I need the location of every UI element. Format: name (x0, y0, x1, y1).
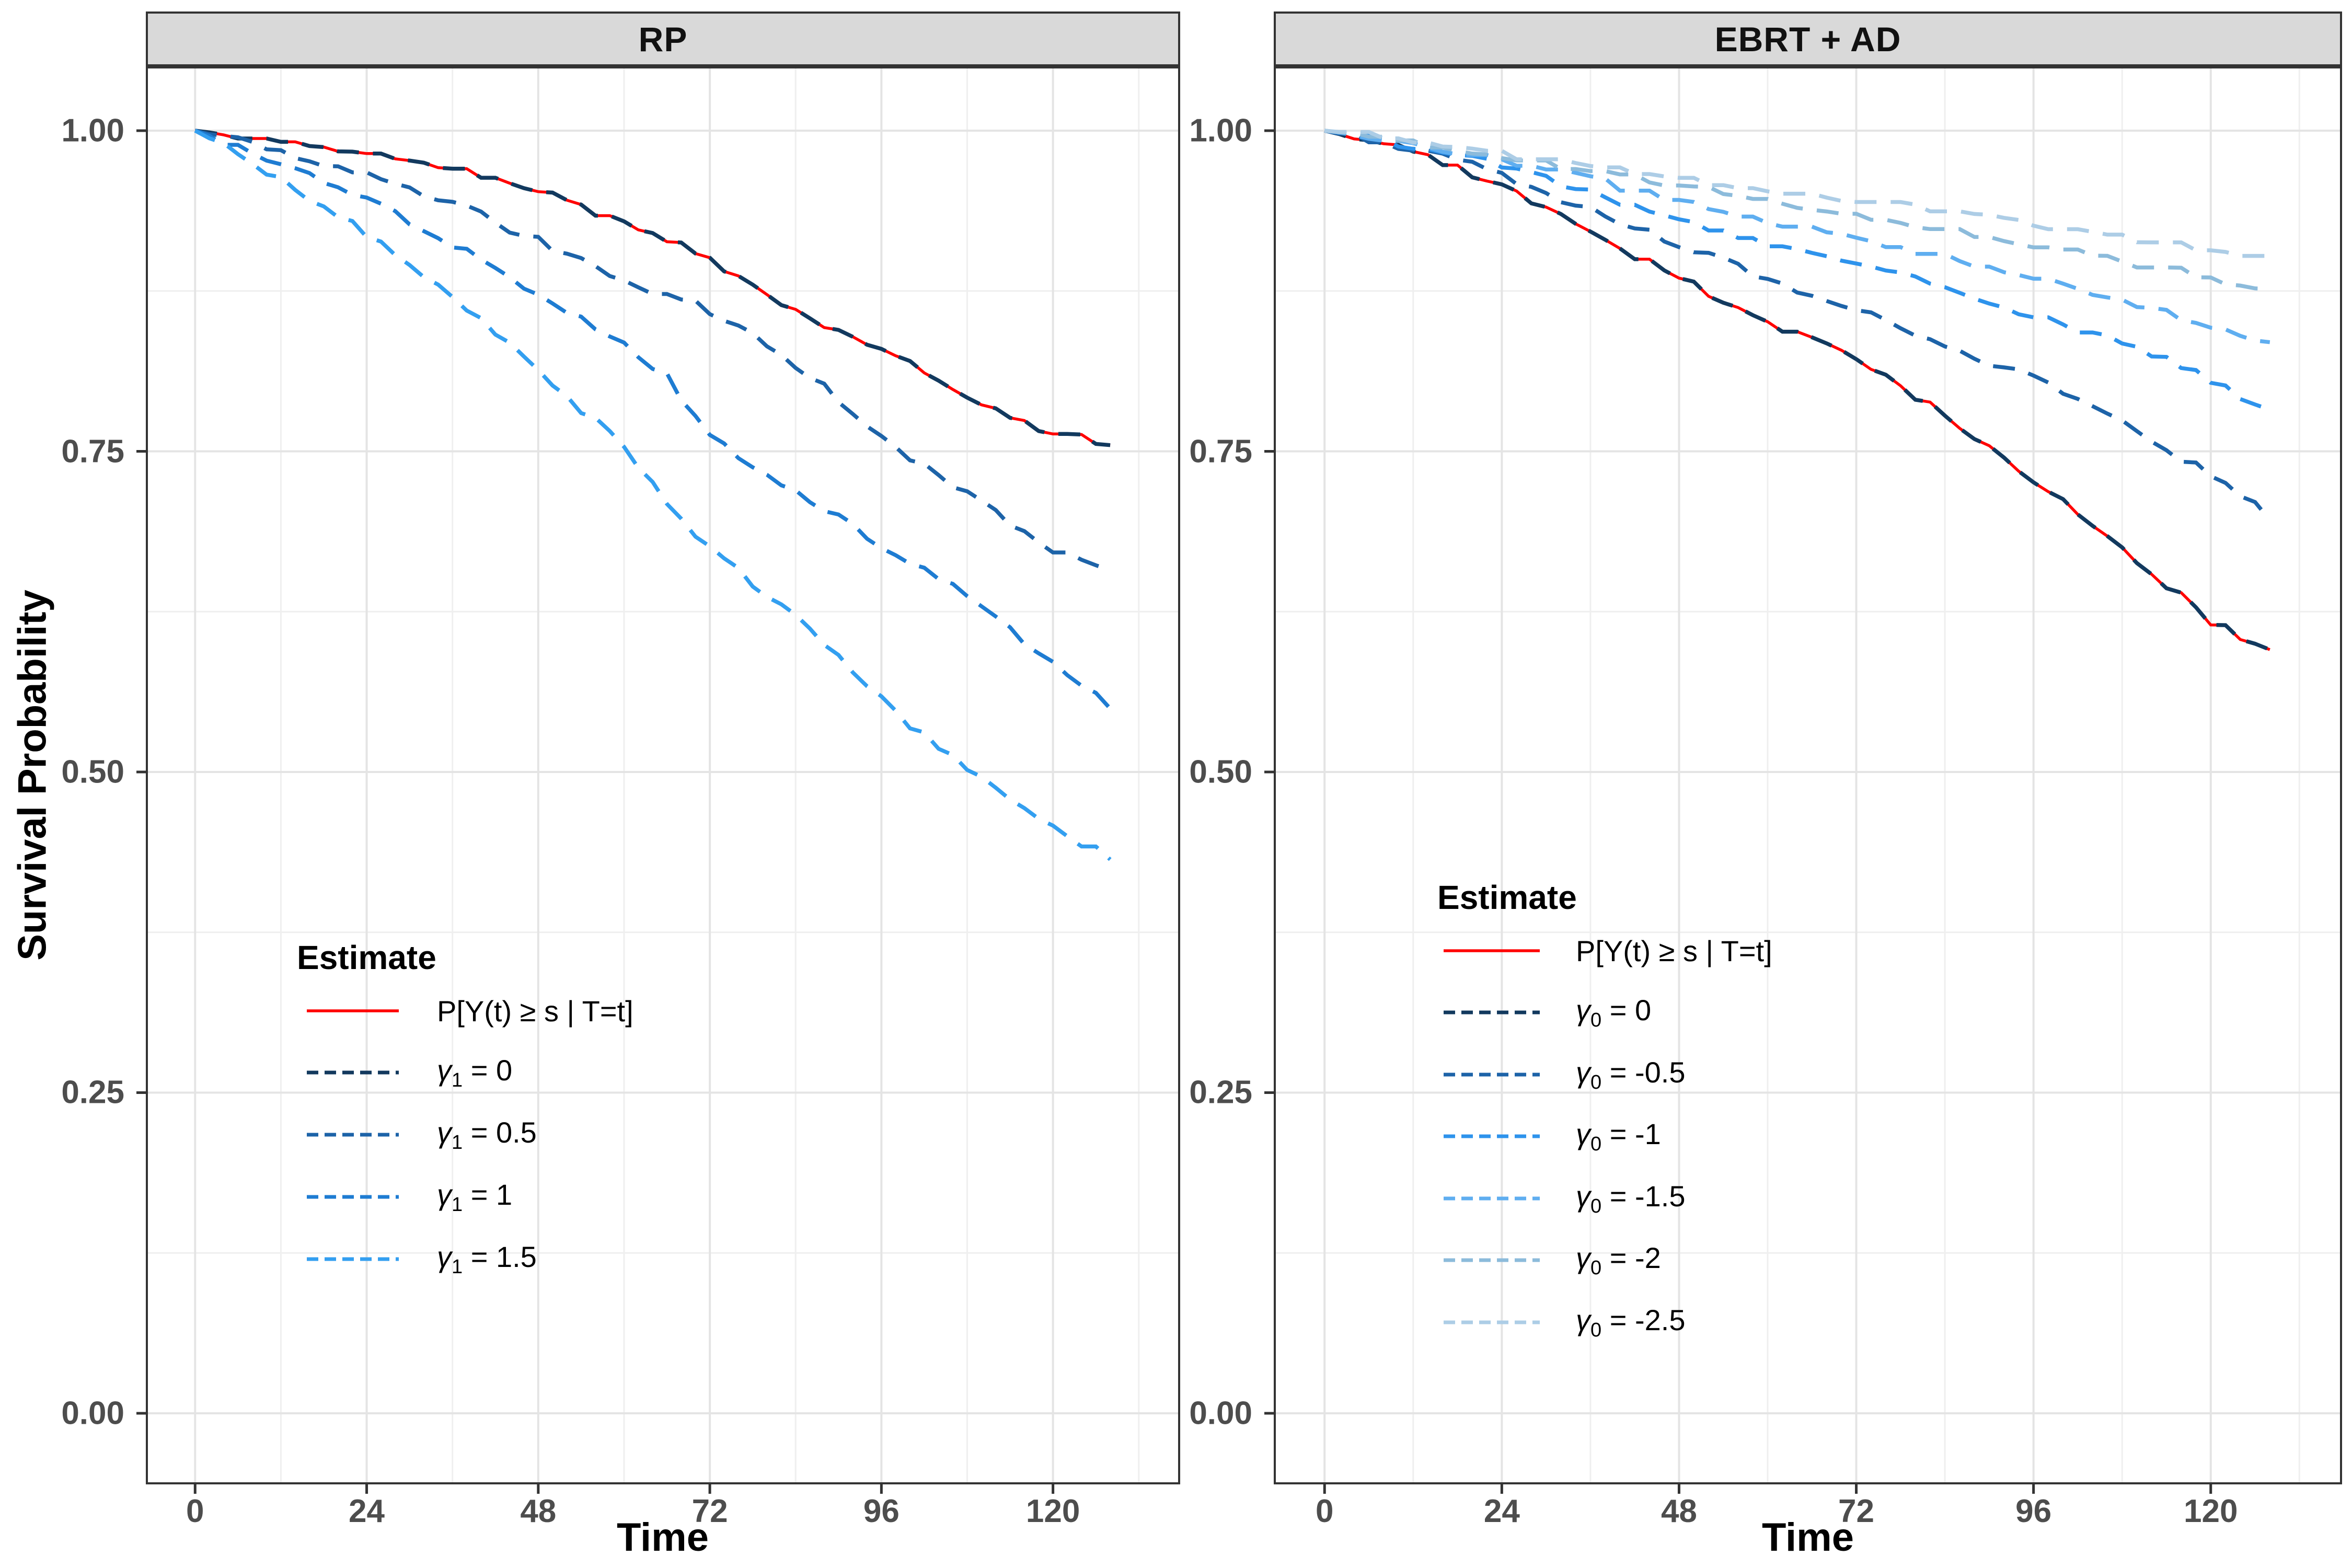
y-tick-label: 1.00 (61, 112, 124, 149)
survival-curve--1-0 (194, 129, 1111, 447)
legend-entry-label: γ0 = -2 (1576, 1241, 1661, 1279)
facet-strip-ebrt-ad-label: EBRT + AD (1714, 19, 1901, 59)
survival-curve--0--1 (1324, 129, 2271, 412)
x-tick-label: 72 (691, 1493, 728, 1529)
legend-entry-label: γ0 = -1.5 (1576, 1179, 1686, 1218)
y-tick-label: 0.25 (61, 1074, 124, 1111)
legend-key-dashed-line (307, 1195, 399, 1199)
legend-key-dashed-line (307, 1070, 399, 1075)
survival-curve--1-1.5 (194, 129, 1112, 861)
legend-entry-label: γ0 = -2.5 (1576, 1303, 1686, 1342)
legend-title: Estimate (297, 939, 436, 976)
legend-key-dashed-line (307, 1133, 399, 1137)
survival-curve--1-0.5 (194, 129, 1111, 572)
x-tick-label: 0 (186, 1493, 204, 1529)
plot-area-ebrt-ad (1264, 68, 2340, 1494)
y-tick-label: 1.00 (1189, 112, 1252, 149)
y-tick-label: 0.00 (61, 1395, 124, 1432)
legend-title: Estimate (1437, 879, 1577, 916)
legend-entry-label: P[Y(t) ≥ s | T=t] (1576, 934, 1772, 967)
legend-key-dashed-line (1444, 1196, 1540, 1201)
legend-entry-label: γ1 = 1.5 (437, 1240, 537, 1278)
x-tick-label: 120 (2184, 1493, 2238, 1529)
facet-strip-rp-label: RP (638, 19, 688, 59)
legend-entry-label: γ1 = 1 (437, 1178, 513, 1216)
y-tick-label: 0.50 (1189, 754, 1252, 790)
survival-curve--0-0 (1324, 129, 2271, 652)
legend-entry-label: P[Y(t) ≥ s | T=t] (437, 994, 633, 1028)
legend-entry-label: γ1 = 0.5 (437, 1115, 537, 1154)
x-tick-label: 96 (2015, 1493, 2052, 1529)
survival-curve--0--0.5 (1324, 129, 2272, 522)
x-tick-label: 96 (863, 1493, 900, 1529)
survival-curve-p-y-t-s-t-t- (194, 129, 1111, 447)
legend-entry-label: γ0 = 0 (1576, 993, 1652, 1032)
x-tick-label: 24 (1483, 1493, 1520, 1529)
legend-entry-label: γ0 = -0.5 (1576, 1055, 1686, 1094)
x-tick-label: 48 (520, 1493, 557, 1529)
x-axis-title-ebrt-ad: Time (1761, 1515, 1854, 1560)
survival-curve--1-1 (194, 129, 1112, 710)
survival-curve--0--2.5 (1324, 129, 2270, 258)
x-tick-label: 48 (1661, 1493, 1697, 1529)
x-tick-label: 24 (349, 1493, 385, 1529)
x-tick-label: 120 (1025, 1493, 1080, 1529)
x-axis-title-rp: Time (616, 1515, 709, 1560)
y-tick-label: 0.00 (1189, 1395, 1252, 1432)
legend-key-dashed-line (1444, 1134, 1540, 1138)
y-tick-label: 0.50 (61, 754, 124, 790)
legend-ebrt-ad: Estimate (1437, 878, 1577, 932)
x-tick-label: 0 (1316, 1493, 1334, 1529)
y-tick-label: 0.75 (1189, 433, 1252, 469)
panel-rp (136, 66, 1180, 1494)
legend-key-solid-line (307, 1009, 399, 1012)
legend-key-solid-line (1444, 949, 1540, 952)
x-tick-label: 72 (1838, 1493, 1875, 1529)
facet-strip-ebrt-ad: EBRT + AD (1274, 11, 2342, 66)
legend-key-dashed-line (1444, 1320, 1540, 1324)
legend-rp: Estimate (297, 938, 436, 993)
legend-key-dashed-line (1444, 1010, 1540, 1014)
legend-key-dashed-line (1444, 1073, 1540, 1077)
legend-entry-label: γ1 = 0 (437, 1053, 513, 1092)
plot-area-rp (136, 68, 1178, 1494)
survival-curve--0--2 (1324, 129, 2270, 291)
panel-ebrt-ad (1264, 66, 2342, 1494)
legend-entry-label: γ0 = -1 (1576, 1117, 1661, 1156)
legend-key-dashed-line (1444, 1258, 1540, 1262)
y-tick-label: 0.75 (61, 433, 124, 469)
facet-strip-rp: RP (146, 11, 1180, 66)
y-tick-label: 0.25 (1189, 1074, 1252, 1111)
legend-key-dashed-line (307, 1257, 399, 1261)
